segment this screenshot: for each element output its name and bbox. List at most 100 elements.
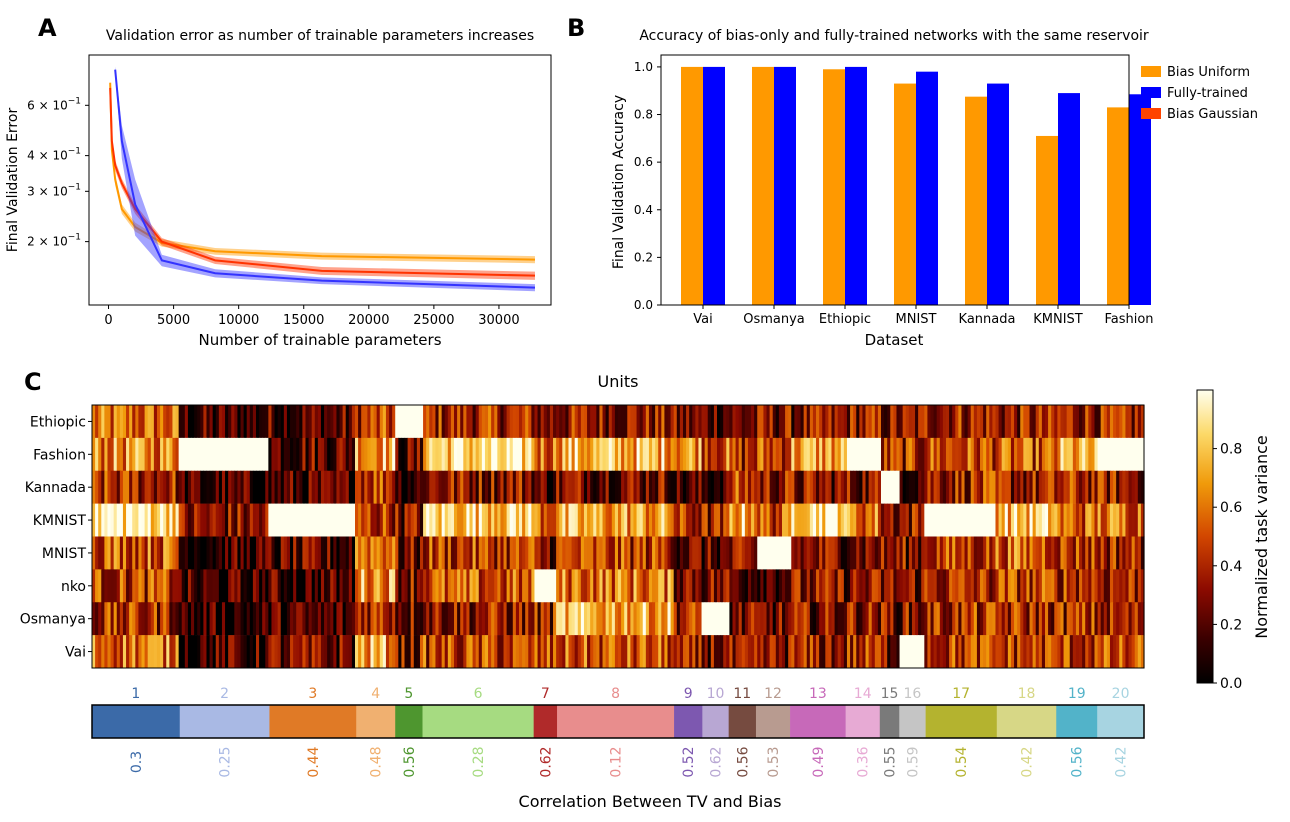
heatmap-cell <box>658 503 662 537</box>
heatmap-cell <box>667 569 672 603</box>
heatmap-cell <box>884 405 888 439</box>
heatmap-cell <box>760 437 765 472</box>
heatmap-cell <box>475 602 480 636</box>
heatmap-cell <box>320 503 325 537</box>
heatmap-cell <box>426 635 430 669</box>
heatmap-cell <box>187 437 192 472</box>
heatmap-cell <box>1001 569 1006 603</box>
heatmap-cell <box>658 437 662 472</box>
heatmap-cell <box>178 635 183 669</box>
heatmap-cell <box>720 470 724 504</box>
cluster-swatch-10 <box>702 705 729 738</box>
heatmap-cell <box>296 536 300 570</box>
heatmap-cell <box>744 437 749 472</box>
heatmap-cell <box>667 405 672 439</box>
heatmap-cell <box>534 437 539 472</box>
heatmap-cell <box>710 503 715 537</box>
heatmap-cell <box>441 635 446 669</box>
heatmap-cell <box>206 437 211 472</box>
heatmap-cell <box>351 437 356 472</box>
heatmap-cell <box>1137 569 1142 603</box>
heatmap-cell <box>454 635 458 669</box>
heatmap-cell <box>648 437 653 472</box>
heatmap-cell <box>450 503 455 537</box>
heatmap-cell <box>673 602 678 636</box>
heatmap-cell <box>153 602 158 636</box>
heatmap-cell <box>447 405 452 439</box>
heatmap-cell <box>720 405 724 439</box>
heatmap-cell <box>973 470 978 504</box>
heatmap-cell <box>503 635 508 669</box>
heatmap-cell <box>791 437 795 472</box>
heatmap-cell <box>927 536 932 570</box>
heatmap-cell <box>630 503 635 537</box>
heatmap-cell <box>816 470 820 504</box>
heatmap-cell <box>392 470 396 504</box>
heatmap-cell <box>1023 569 1028 603</box>
heatmap-cell <box>283 569 288 603</box>
heatmap-cell <box>252 536 257 570</box>
heatmap-cell <box>317 405 322 439</box>
heatmap-cell <box>955 437 959 472</box>
heatmap-cell <box>695 569 700 603</box>
heatmap-cell <box>627 635 631 669</box>
heatmap-cell <box>1106 635 1111 669</box>
heatmap-cell <box>107 536 112 570</box>
heatmap-cell <box>252 470 257 504</box>
heatmap-cell <box>262 405 266 439</box>
heatmap-cell <box>720 437 724 472</box>
heatmap-cell <box>525 635 529 669</box>
heatmap-cell <box>995 437 1000 472</box>
heatmap-cell <box>1048 470 1052 504</box>
heatmap-cell <box>314 569 319 603</box>
heatmap-cell <box>865 569 870 603</box>
chart-a-title: Validation error as number of trainable … <box>106 28 534 44</box>
heatmap-cell <box>884 602 888 636</box>
heatmap-cell <box>293 405 297 439</box>
heatmap-cell <box>682 569 687 603</box>
cluster-corr-label: 0.62 <box>708 746 724 777</box>
heatmap-cell <box>191 503 195 537</box>
heatmap-cell <box>317 470 322 504</box>
heatmap-cell <box>153 470 158 504</box>
heatmap-cell <box>559 437 563 472</box>
heatmap-cell <box>692 405 696 439</box>
heatmap-cell <box>1044 470 1049 504</box>
heatmap-cell <box>478 569 483 603</box>
heatmap-cell <box>964 635 969 669</box>
heatmap-cell <box>1097 569 1102 603</box>
heatmap-cell <box>741 569 746 603</box>
heatmap-cell <box>302 405 307 439</box>
heatmap-cell <box>463 635 467 669</box>
heatmap-cell <box>543 437 548 472</box>
x-tick-label: Ethiopic <box>819 312 871 327</box>
heatmap-cell <box>1060 470 1065 504</box>
heatmap-cell <box>556 602 560 636</box>
heatmap-cell <box>342 536 347 570</box>
heatmap-cell <box>534 635 539 669</box>
heatmap-cell <box>1066 602 1071 636</box>
heatmap-cell <box>933 503 938 537</box>
heatmap-cell <box>212 536 217 570</box>
cluster-swatch-16 <box>899 705 926 738</box>
heatmap-cell <box>488 536 492 570</box>
heatmap-cell <box>240 405 245 439</box>
heatmap-cell <box>342 470 347 504</box>
heatmap-cell <box>484 405 489 439</box>
heatmap-cell <box>528 470 532 504</box>
heatmap-cell <box>475 470 480 504</box>
series-band-1 <box>110 85 535 280</box>
heatmap-cell <box>825 635 829 669</box>
heatmap-cell <box>416 437 421 472</box>
heatmap-cell <box>915 635 919 669</box>
heatmap-cell <box>166 536 170 570</box>
heatmap-cell <box>376 437 381 472</box>
heatmap-cell <box>608 503 613 537</box>
heatmap-cell <box>221 405 226 439</box>
heatmap-cell <box>781 635 786 669</box>
heatmap-cell <box>518 635 523 669</box>
heatmap-cell <box>494 437 498 472</box>
heatmap-cell <box>305 437 310 472</box>
colorbar <box>1196 389 1214 684</box>
heatmap-cell <box>370 405 375 439</box>
